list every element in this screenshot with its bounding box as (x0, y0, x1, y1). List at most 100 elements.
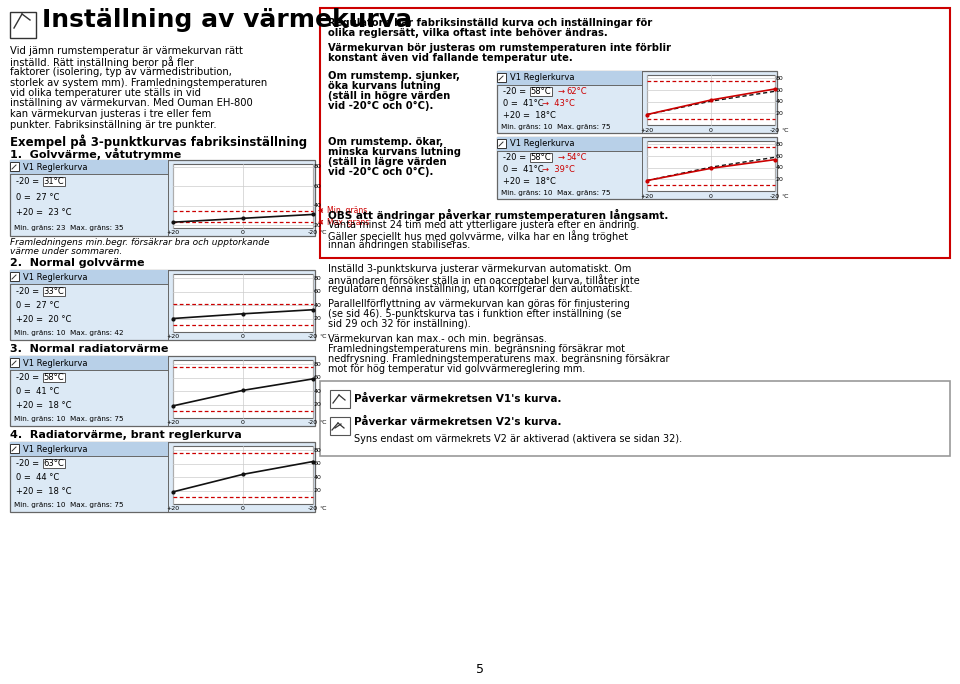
Text: V1 Reglerkurva: V1 Reglerkurva (510, 140, 574, 148)
Text: 0 =  41 °C: 0 = 41 °C (16, 386, 60, 395)
Bar (497, 71, 642, 85)
Bar (43, 177, 65, 186)
Text: 20: 20 (314, 402, 322, 407)
Text: Om rumstemp. sjunker,: Om rumstemp. sjunker, (328, 71, 460, 81)
Text: +20: +20 (166, 421, 180, 425)
Text: 20: 20 (776, 111, 784, 116)
Text: +20: +20 (166, 506, 180, 512)
Text: -20: -20 (308, 421, 318, 425)
Text: 60: 60 (776, 154, 783, 159)
Text: 40: 40 (314, 389, 322, 393)
Text: Vid jämn rumstemperatur är värmekurvan rätt: Vid jämn rumstemperatur är värmekurvan r… (10, 46, 243, 56)
Text: 54°C: 54°C (566, 153, 587, 161)
Text: °C: °C (319, 506, 326, 512)
Text: 2.  Normal golvvärme: 2. Normal golvvärme (10, 258, 145, 268)
Bar (10, 162, 19, 171)
Text: V1 Reglerkurva: V1 Reglerkurva (23, 272, 87, 282)
Bar (330, 390, 350, 408)
Text: mot för hög temperatur vid golvvärmereglering mm.: mot för hög temperatur vid golvvärmeregl… (328, 364, 586, 374)
Text: →: → (557, 153, 564, 161)
Text: 0 =  27 °C: 0 = 27 °C (16, 300, 60, 309)
Text: +20 =  18°C: +20 = 18°C (503, 111, 556, 120)
Text: °C: °C (319, 421, 326, 425)
Bar (10, 12, 36, 38)
Text: °C: °C (781, 127, 788, 133)
Bar (10, 442, 168, 456)
Bar (173, 446, 313, 504)
Text: 80: 80 (776, 76, 783, 81)
Text: 0: 0 (241, 231, 245, 235)
Bar (497, 73, 506, 82)
Text: faktorer (isolering, typ av värmedistribution,: faktorer (isolering, typ av värmedistrib… (10, 67, 232, 77)
Text: →: → (557, 86, 564, 96)
Text: 80: 80 (314, 362, 322, 367)
Text: 40: 40 (314, 203, 322, 208)
Text: sid 29 och 32 för inställning).: sid 29 och 32 för inställning). (328, 319, 470, 329)
Bar (647, 141, 775, 191)
Bar (497, 137, 777, 199)
Text: användaren försöker ställa in en oacceptabel kurva, tillåter inte: användaren försöker ställa in en oaccept… (328, 274, 639, 286)
Text: (ställ in högre värden: (ställ in högre värden (328, 91, 450, 101)
Bar (497, 139, 506, 148)
Text: V1 Reglerkurva: V1 Reglerkurva (23, 163, 87, 172)
Text: konstant även vid fallande temperatur ute.: konstant även vid fallande temperatur ut… (328, 53, 573, 63)
Text: 3.  Normal radiatorvärme: 3. Normal radiatorvärme (10, 344, 168, 354)
Text: nedfrysning. Framledningstemperaturens max. begränsning försäkrar: nedfrysning. Framledningstemperaturens m… (328, 354, 669, 364)
Text: öka kurvans lutning: öka kurvans lutning (328, 81, 441, 91)
Bar (10, 444, 19, 453)
Text: Max. gräns: Max. gräns (327, 218, 370, 226)
Text: inställd. Rätt inställning beror på fler: inställd. Rätt inställning beror på fler (10, 57, 194, 68)
Text: 80: 80 (776, 142, 783, 147)
Bar (320, 381, 950, 456)
Text: →  39°C: → 39°C (542, 164, 575, 174)
Text: 20: 20 (314, 488, 322, 493)
Bar (530, 153, 552, 161)
Bar (530, 86, 552, 96)
Text: -20 =: -20 = (503, 153, 526, 161)
Text: Min. gräns: 10  Max. gräns: 75: Min. gräns: 10 Max. gräns: 75 (14, 502, 124, 508)
Text: 0 =  41°C: 0 = 41°C (503, 164, 543, 174)
Text: vid -20°C och 0°C).: vid -20°C och 0°C). (328, 101, 433, 111)
Text: Framledningstemperaturens min. begränsning försäkrar mot: Framledningstemperaturens min. begränsni… (328, 344, 625, 354)
Bar (497, 71, 777, 133)
Text: Påverkar värmekretsen V1's kurva.: Påverkar värmekretsen V1's kurva. (354, 394, 562, 404)
Text: +20: +20 (166, 231, 180, 235)
Text: 40: 40 (314, 302, 322, 308)
Text: →  43°C: → 43°C (542, 98, 575, 107)
Text: storlek av system mm). Framledningstemperaturen: storlek av system mm). Framledningstempe… (10, 77, 267, 88)
Text: 58°C: 58°C (44, 373, 64, 382)
Bar (10, 356, 168, 370)
Text: 40: 40 (776, 166, 784, 170)
Text: regulatorn denna inställning, utan korrigerar den automatiskt.: regulatorn denna inställning, utan korri… (328, 284, 633, 294)
Bar (330, 417, 350, 435)
Bar (10, 356, 315, 426)
Text: Värmekurvan bör justeras om rumstemperaturen inte förblir: Värmekurvan bör justeras om rumstemperat… (328, 43, 671, 53)
Text: 58°C: 58°C (531, 86, 551, 96)
Text: Min. gräns: 23  Max. gräns: 35: Min. gräns: 23 Max. gräns: 35 (14, 225, 124, 231)
Text: -20 =: -20 = (16, 458, 39, 467)
Text: -20 =: -20 = (503, 86, 526, 96)
Text: OBS att ändringar påverkar rumstemperaturen långsamt.: OBS att ändringar påverkar rumstemperatu… (328, 209, 668, 221)
Text: Min. gräns: Min. gräns (327, 206, 368, 215)
Text: °C: °C (319, 334, 326, 339)
Text: punkter. Fabriksinställning är tre punkter.: punkter. Fabriksinställning är tre punkt… (10, 120, 217, 129)
Text: -20: -20 (770, 127, 780, 133)
Text: värme under sommaren.: värme under sommaren. (10, 247, 122, 256)
Bar (320, 8, 950, 258)
Bar (43, 287, 65, 295)
Text: 0: 0 (241, 334, 245, 339)
Text: vid olika temperaturer ute ställs in vid: vid olika temperaturer ute ställs in vid (10, 88, 201, 98)
Text: 20: 20 (314, 222, 322, 228)
Text: 60: 60 (314, 375, 322, 380)
Text: 20: 20 (314, 316, 322, 321)
Text: Parallellförflyttning av värmekurvan kan göras för finjustering: Parallellförflyttning av värmekurvan kan… (328, 299, 630, 309)
Text: 60: 60 (314, 289, 322, 294)
Text: -20: -20 (308, 506, 318, 512)
Text: Påverkar värmekretsen V2's kurva.: Påverkar värmekretsen V2's kurva. (354, 417, 562, 427)
Bar (10, 270, 315, 340)
Text: 0 =  44 °C: 0 = 44 °C (16, 473, 60, 482)
Text: 0: 0 (709, 127, 713, 133)
Text: kan värmekurvan justeras i tre eller fem: kan värmekurvan justeras i tre eller fem (10, 109, 211, 119)
Text: Min. gräns: 10  Max. gräns: 75: Min. gräns: 10 Max. gräns: 75 (14, 416, 124, 422)
Text: 0 =  27 °C: 0 = 27 °C (16, 193, 60, 202)
